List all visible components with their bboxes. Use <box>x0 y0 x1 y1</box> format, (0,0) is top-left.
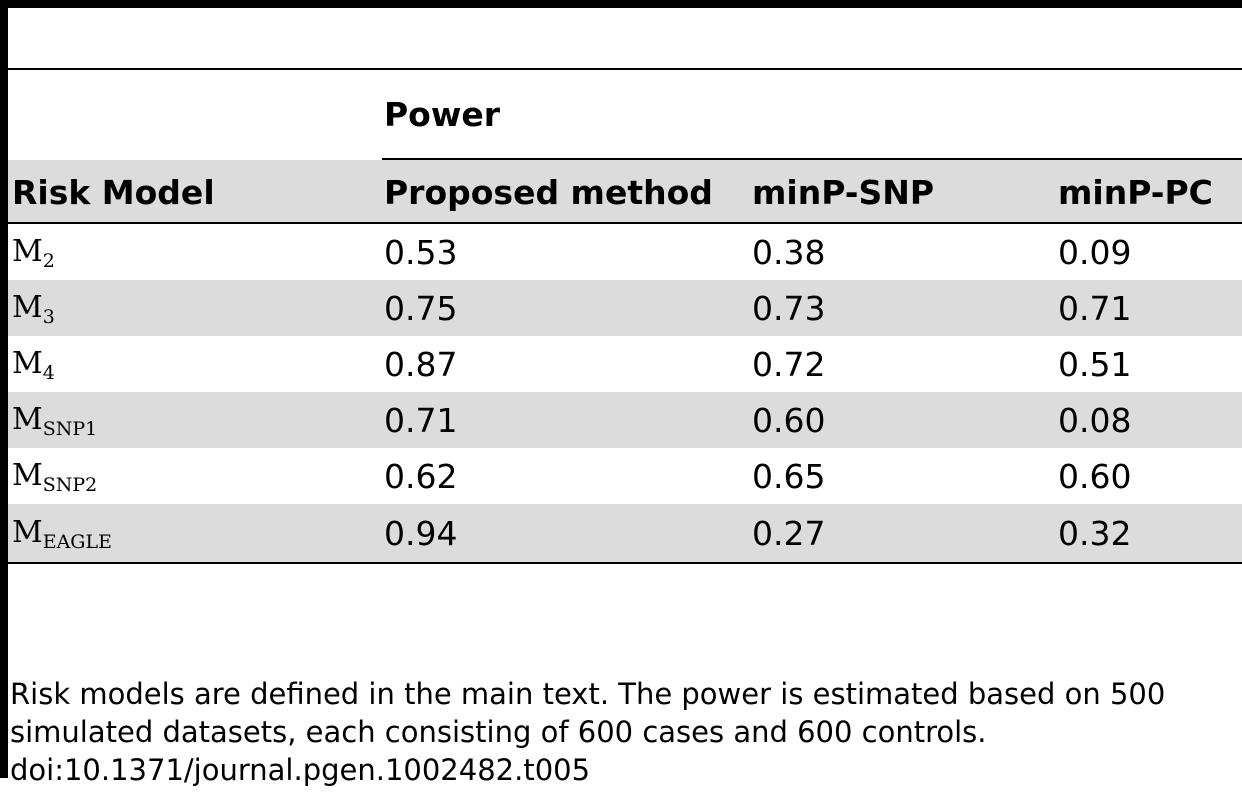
table-footnote: Risk models are defined in the main text… <box>10 675 1242 789</box>
minp-pc-value: 0.60 <box>1058 457 1132 496</box>
risk-model-cell: M4 <box>12 346 55 384</box>
minp-pc-value: 0.71 <box>1058 289 1132 328</box>
table-bottom-rule <box>8 562 1242 564</box>
proposed-value: 0.53 <box>384 233 458 272</box>
minp-pc-value: 0.32 <box>1058 514 1132 553</box>
top-border <box>0 0 1242 8</box>
proposed-value: 0.87 <box>384 345 458 384</box>
minp-snp-value: 0.72 <box>752 345 826 384</box>
risk-model-cell: M2 <box>12 234 55 272</box>
footnote-line: simulated datasets, each consisting of 6… <box>10 715 987 749</box>
minp-pc-value: 0.09 <box>1058 233 1132 272</box>
risk-model-cell: MEAGLE <box>12 515 112 553</box>
table-row <box>8 224 1242 280</box>
minp-snp-value: 0.60 <box>752 401 826 440</box>
risk-model-cell: M3 <box>12 290 55 328</box>
proposed-value: 0.75 <box>384 289 458 328</box>
left-border <box>0 0 8 778</box>
header-bottom-rule <box>8 222 1242 224</box>
minp-snp-value: 0.65 <box>752 457 826 496</box>
minp-pc-value: 0.51 <box>1058 345 1132 384</box>
table-row <box>8 280 1242 336</box>
power-span-rule <box>382 158 1242 160</box>
table-row <box>8 336 1242 392</box>
minp-pc-value: 0.08 <box>1058 401 1132 440</box>
risk-model-cell: MSNP2 <box>12 458 98 496</box>
col-header-minp-pc: minP-PC <box>1058 173 1213 212</box>
col-header-minp-snp: minP-SNP <box>752 173 935 212</box>
proposed-value: 0.62 <box>384 457 458 496</box>
proposed-value: 0.94 <box>384 514 458 553</box>
proposed-value: 0.71 <box>384 401 458 440</box>
table-row <box>8 448 1242 504</box>
minp-snp-value: 0.38 <box>752 233 826 272</box>
table-row <box>8 504 1242 562</box>
power-header: Power <box>384 95 500 134</box>
doi-text: doi:10.1371/journal.pgen.1002482.t005 <box>10 753 591 787</box>
minp-snp-value: 0.27 <box>752 514 826 553</box>
col-header-proposed-method: Proposed method <box>384 173 713 212</box>
header-band <box>8 160 1242 222</box>
table-row <box>8 392 1242 448</box>
col-header-risk-model: Risk Model <box>12 173 215 212</box>
minp-snp-value: 0.73 <box>752 289 826 328</box>
risk-model-cell: MSNP1 <box>12 402 98 440</box>
footnote-line: Risk models are defined in the main text… <box>10 677 1166 711</box>
header-top-rule <box>8 68 1242 70</box>
